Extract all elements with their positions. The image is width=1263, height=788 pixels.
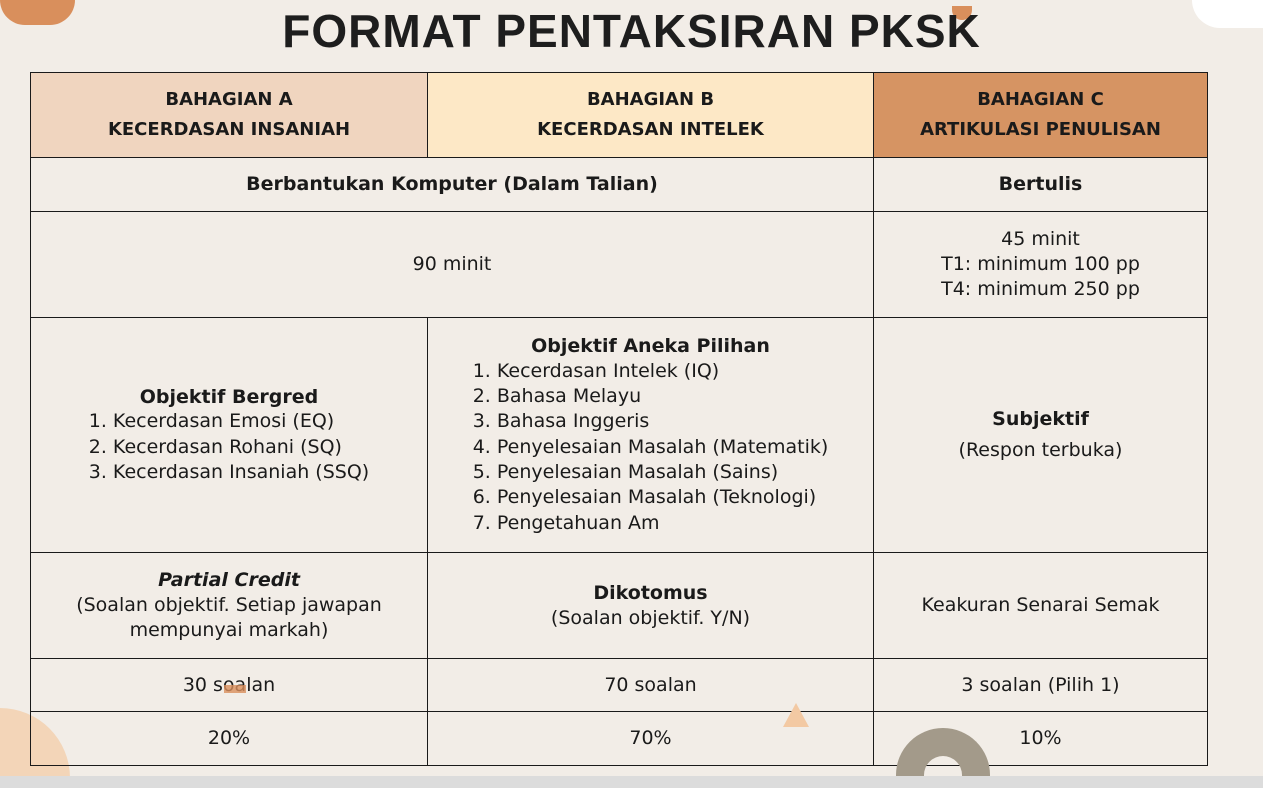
assessment-format-table: BAHAGIAN A KECERDASAN INSANIAH BAHAGIAN B…: [30, 72, 1208, 766]
scoring-b: Dikotomus (Soalan objektif. Y/N): [427, 552, 874, 659]
decor-circle-top-left: [0, 0, 75, 25]
scoring-c: Keakuran Senarai Semak: [873, 552, 1208, 659]
decor-square: [224, 685, 246, 693]
content-c: Subjektif (Respon terbuka): [873, 317, 1208, 553]
duration-c: 45 minit T1: minimum 100 pp T4: minimum 25…: [873, 211, 1208, 318]
header-bahagian-b: BAHAGIAN B KECERDASAN INTELEK: [427, 72, 874, 158]
weight-a: 20%: [30, 711, 428, 766]
scoring-a: Partial Credit (Soalan objektif. Setiap j…: [30, 552, 428, 659]
header-bahagian-c: BAHAGIAN C ARTIKULASI PENULISAN: [873, 72, 1208, 158]
header-bahagian-a: BAHAGIAN A KECERDASAN INSANIAH: [30, 72, 428, 158]
bottom-strip: [0, 776, 1263, 788]
page-title: FORMAT PENTAKSIRAN PKSK: [282, 5, 981, 57]
questions-c: 3 soalan (Pilih 1): [873, 658, 1208, 712]
content-b: Objektif Aneka Pilihan 1. Kecerdasan Int…: [427, 317, 874, 553]
content-a: Objektif Bergred 1. Kecerdasan Emosi (EQ…: [30, 317, 428, 553]
mode-ab: Berbantukan Komputer (Dalam Talian): [30, 157, 874, 212]
mode-c: Bertulis: [873, 157, 1208, 212]
duration-ab: 90 minit: [30, 211, 874, 318]
decor-dot: [952, 6, 972, 20]
decor-triangle: [783, 703, 809, 727]
decor-circle-top-right: [1192, 0, 1263, 28]
